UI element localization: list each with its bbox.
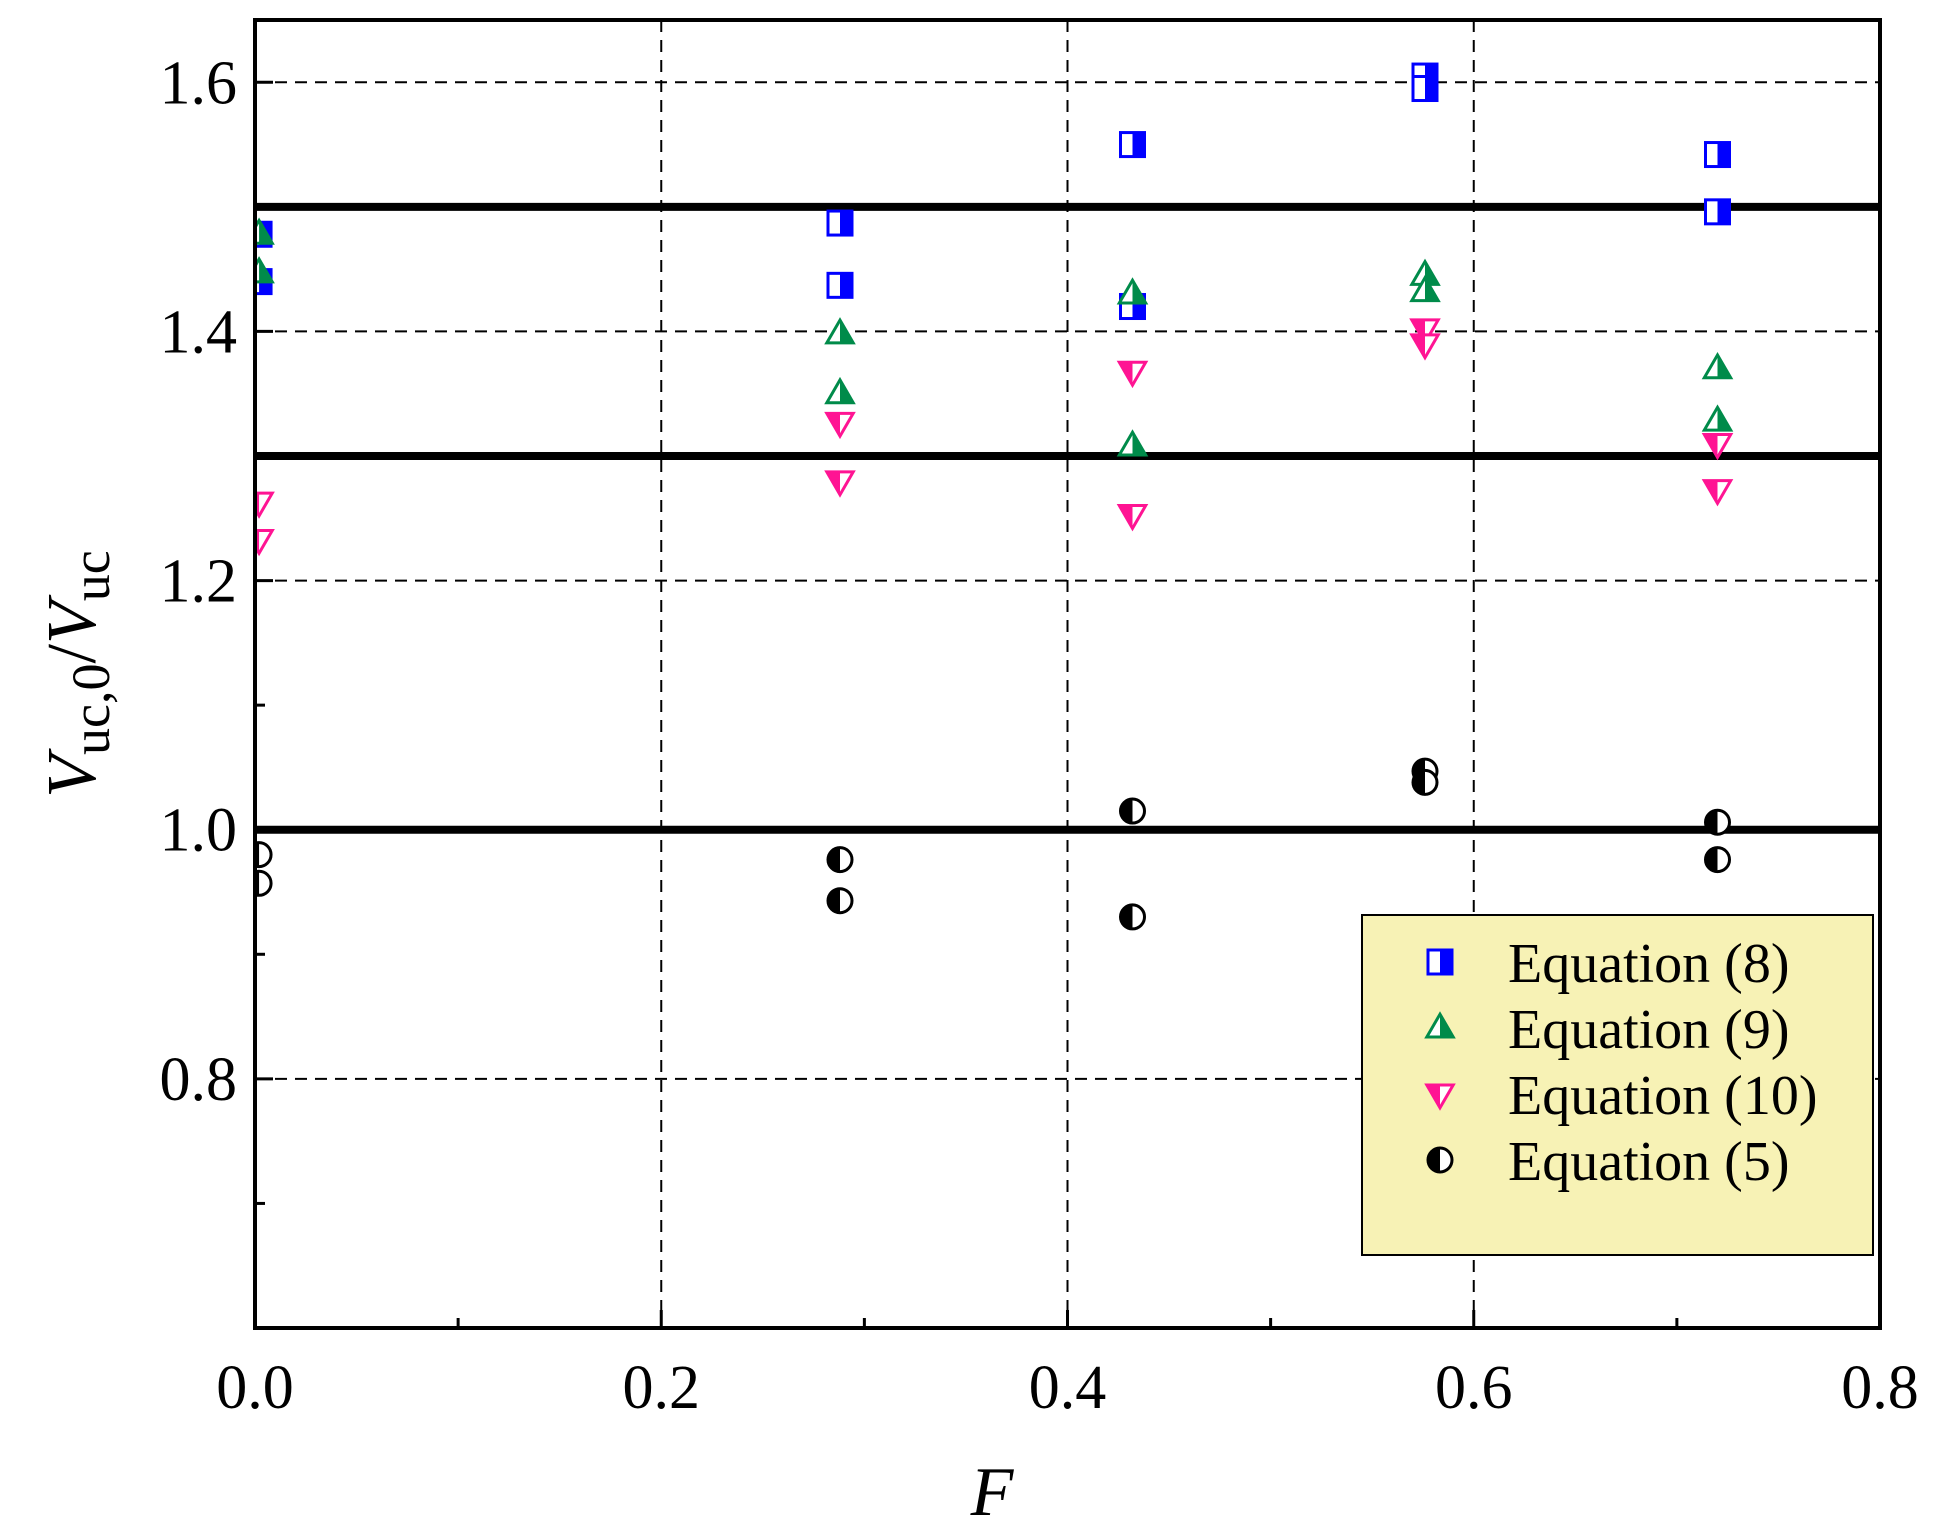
- y-tick-label: 1.0: [160, 797, 238, 865]
- data-point-4: [826, 846, 854, 874]
- data-point-1: [826, 209, 854, 237]
- data-point-3: [1409, 318, 1441, 346]
- data-point-2: [1116, 277, 1149, 305]
- data-point-2: [824, 317, 856, 345]
- data-point-3: [1701, 479, 1734, 507]
- data-point-4: [826, 887, 854, 915]
- legend-label: Equation (8): [1508, 933, 1789, 995]
- data-point-2: [255, 217, 275, 245]
- y-axis-title: Vuc,0/Vuc: [34, 550, 121, 797]
- y-axis-title-sep: /: [34, 643, 111, 663]
- data-point-3: [1701, 433, 1734, 461]
- data-point-3: [824, 411, 856, 440]
- legend-marker: [1426, 1146, 1454, 1174]
- legend-label: Equation (5): [1508, 1131, 1789, 1193]
- legend-marker: [1426, 948, 1454, 976]
- axis-ticks: [253, 80, 1882, 1328]
- y-tick-label: 1.4: [160, 298, 238, 366]
- x-tick-label: 0.6: [1435, 1354, 1513, 1422]
- y-axis-title-sub1: uc,0: [61, 663, 121, 754]
- data-point-4: [1119, 903, 1146, 931]
- data-point-4: [1704, 846, 1731, 874]
- legend-marker: [1424, 1011, 1456, 1039]
- legend-label: Equation (10): [1508, 1065, 1817, 1127]
- legend-label: Equation (9): [1508, 999, 1789, 1061]
- y-tick-label: 1.6: [160, 49, 238, 117]
- tick-labels: 0.0 0.2 0.4 0.6 0.8 0.8 1.0 1.2 1.4 1.6: [160, 49, 1919, 1422]
- data-point-2: [824, 376, 856, 405]
- data-point-4: [1119, 797, 1146, 825]
- x-tick-label: 0.0: [216, 1354, 294, 1422]
- x-tick-label: 0.8: [1841, 1354, 1919, 1422]
- svg-text:Vuc,0/Vuc: Vuc,0/Vuc: [34, 550, 121, 797]
- y-tick-label: 0.8: [160, 1046, 238, 1114]
- data-point-2: [255, 256, 275, 284]
- data-point-4: [1704, 808, 1731, 836]
- data-point-3: [824, 470, 856, 498]
- data-point-1: [1704, 198, 1731, 226]
- data-point-1: [1119, 131, 1146, 159]
- data-point-4: [1411, 768, 1439, 796]
- data-point-1: [1411, 75, 1439, 103]
- data-point-3: [1116, 360, 1149, 389]
- y-axis-title-sub2: uc: [61, 550, 121, 601]
- data-points: [255, 62, 1734, 931]
- data-point-2: [1116, 429, 1149, 457]
- y-axis-title-main: V: [34, 748, 111, 798]
- data-point-2: [1701, 352, 1734, 380]
- reference-lines: [255, 202, 1880, 834]
- data-point-3: [1116, 504, 1149, 532]
- x-axis-title: F: [970, 1454, 1015, 1531]
- legend-marker: [1424, 1083, 1456, 1111]
- data-point-2: [1701, 404, 1734, 432]
- x-tick-label: 0.4: [1029, 1354, 1107, 1422]
- y-tick-label: 1.2: [160, 548, 238, 616]
- data-point-3: [1409, 333, 1441, 361]
- data-point-1: [826, 271, 854, 299]
- data-point-1: [1704, 141, 1731, 169]
- y-axis-title-main2: V: [34, 594, 111, 644]
- legend: Equation (8)Equation (9)Equation (10)Equ…: [1361, 914, 1874, 1256]
- data-point-2: [1409, 274, 1441, 303]
- x-tick-label: 0.2: [623, 1354, 701, 1422]
